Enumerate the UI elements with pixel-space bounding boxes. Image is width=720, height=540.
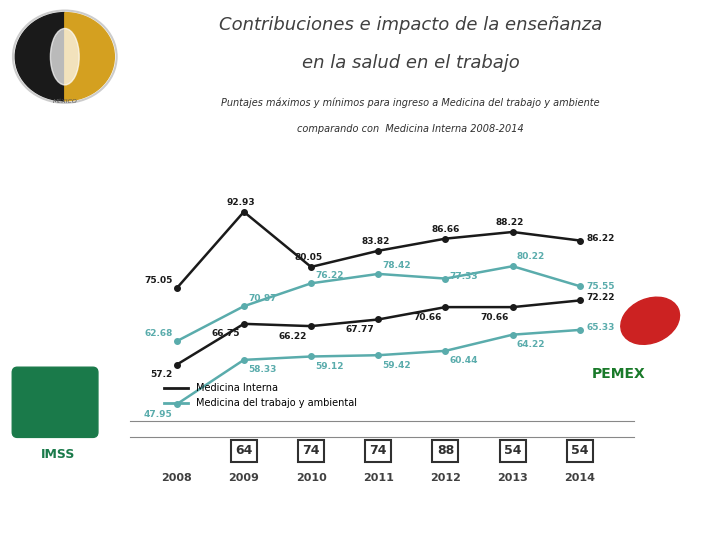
Text: 2014: 2014	[564, 473, 595, 483]
Legend: Medicina Interna, Medicina del trabajo y ambiental: Medicina Interna, Medicina del trabajo y…	[160, 379, 361, 412]
Text: 54: 54	[504, 444, 521, 457]
Text: 57.2: 57.2	[150, 370, 173, 379]
Text: 2012: 2012	[430, 473, 461, 483]
Text: 74: 74	[369, 444, 387, 457]
Text: 70.66: 70.66	[413, 313, 441, 322]
Text: 2011: 2011	[363, 473, 394, 483]
Text: 64.22: 64.22	[517, 340, 545, 349]
Text: 80.05: 80.05	[294, 253, 323, 262]
Text: 2008: 2008	[161, 473, 192, 483]
Text: 76.22: 76.22	[315, 271, 343, 280]
Text: PEMEX: PEMEX	[592, 367, 645, 381]
Text: 92.93: 92.93	[227, 198, 256, 207]
Text: 72.22: 72.22	[587, 293, 616, 302]
Text: MÉXICO: MÉXICO	[53, 99, 77, 104]
Text: 75.55: 75.55	[587, 282, 616, 291]
Text: 70.66: 70.66	[480, 313, 508, 322]
Text: 65.33: 65.33	[587, 323, 615, 332]
Wedge shape	[15, 12, 65, 101]
Text: 74: 74	[302, 444, 320, 457]
Text: 62.68: 62.68	[144, 329, 173, 338]
Text: 80.22: 80.22	[517, 252, 545, 261]
Text: 2013: 2013	[498, 473, 528, 483]
Text: 78.42: 78.42	[382, 261, 411, 271]
FancyBboxPatch shape	[12, 367, 98, 437]
Text: 88.22: 88.22	[495, 218, 524, 227]
Text: 54: 54	[571, 444, 588, 457]
Text: 67.77: 67.77	[346, 325, 374, 334]
Text: comparando con  Medicina Interna 2008-2014: comparando con Medicina Interna 2008-201…	[297, 124, 523, 134]
Text: 75.05: 75.05	[144, 276, 173, 285]
Text: 86.66: 86.66	[431, 225, 459, 234]
Text: Contribuciones e impacto de la enseñanza: Contribuciones e impacto de la enseñanza	[219, 16, 602, 34]
Text: 88: 88	[437, 444, 454, 457]
Text: 2009: 2009	[228, 473, 259, 483]
Text: 86.22: 86.22	[587, 233, 615, 242]
Text: 47.95: 47.95	[144, 410, 173, 419]
Text: Puntajes máximos y mínimos para ingreso a Medicina del trabajo y ambiente: Puntajes máximos y mínimos para ingreso …	[221, 97, 600, 107]
Text: en la salud en el trabajo: en la salud en el trabajo	[302, 54, 519, 72]
Text: 70.87: 70.87	[248, 294, 276, 302]
Text: 60.44: 60.44	[449, 356, 478, 366]
Text: 58.33: 58.33	[248, 366, 276, 374]
Wedge shape	[65, 12, 114, 101]
Ellipse shape	[621, 297, 680, 345]
Text: 59.42: 59.42	[382, 361, 411, 370]
Text: 83.82: 83.82	[361, 237, 390, 246]
Text: 77.33: 77.33	[449, 272, 478, 281]
Text: 59.12: 59.12	[315, 362, 343, 371]
Text: 2010: 2010	[296, 473, 326, 483]
Text: 64: 64	[235, 444, 253, 457]
Text: IMSS: IMSS	[40, 448, 75, 461]
Text: 66.22: 66.22	[279, 332, 307, 341]
Text: 66.75: 66.75	[211, 329, 240, 339]
Ellipse shape	[50, 29, 79, 85]
